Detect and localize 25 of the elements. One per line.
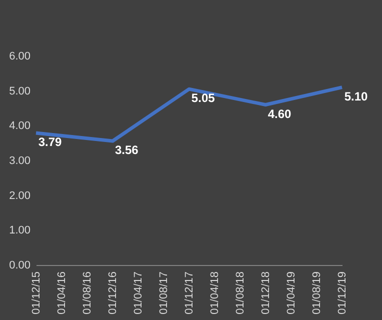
data-label: 5.05 bbox=[191, 91, 216, 106]
x-tick-label: 01/04/18 bbox=[208, 272, 221, 314]
data-label: 4.60 bbox=[268, 106, 292, 121]
x-tick-label: 01/04/17 bbox=[132, 272, 144, 314]
x-tick-label: 01/12/15 bbox=[30, 272, 42, 314]
data-label: 3.56 bbox=[114, 142, 139, 157]
x-tick-label: 01/12/17 bbox=[184, 272, 196, 314]
y-tick-label: 6.00 bbox=[9, 50, 30, 62]
x-tick-label: 01/08/17 bbox=[158, 272, 170, 314]
y-tick-label: 2.00 bbox=[9, 190, 30, 202]
y-tick-label: 5.00 bbox=[9, 85, 30, 98]
x-tick-label: 01/04/19 bbox=[285, 272, 298, 314]
x-tick-label: 01/12/19 bbox=[336, 272, 348, 314]
x-tick-label: 01/08/16 bbox=[82, 272, 94, 314]
x-tick-label: 01/04/16 bbox=[56, 272, 68, 314]
data-label: 5.10 bbox=[344, 89, 368, 104]
y-tick-label: 3.00 bbox=[9, 155, 30, 167]
x-tick-label: 01/08/19 bbox=[310, 272, 323, 314]
y-tick-label: 0.00 bbox=[9, 260, 30, 272]
y-tick-label: 4.00 bbox=[9, 120, 30, 132]
data-label: 3.79 bbox=[38, 134, 62, 149]
x-tick-label: 01/12/18 bbox=[260, 272, 272, 314]
x-tick-label: 01/12/16 bbox=[107, 272, 120, 314]
x-tick-label: 01/08/18 bbox=[234, 272, 246, 314]
y-tick-label: 1.00 bbox=[9, 224, 30, 237]
